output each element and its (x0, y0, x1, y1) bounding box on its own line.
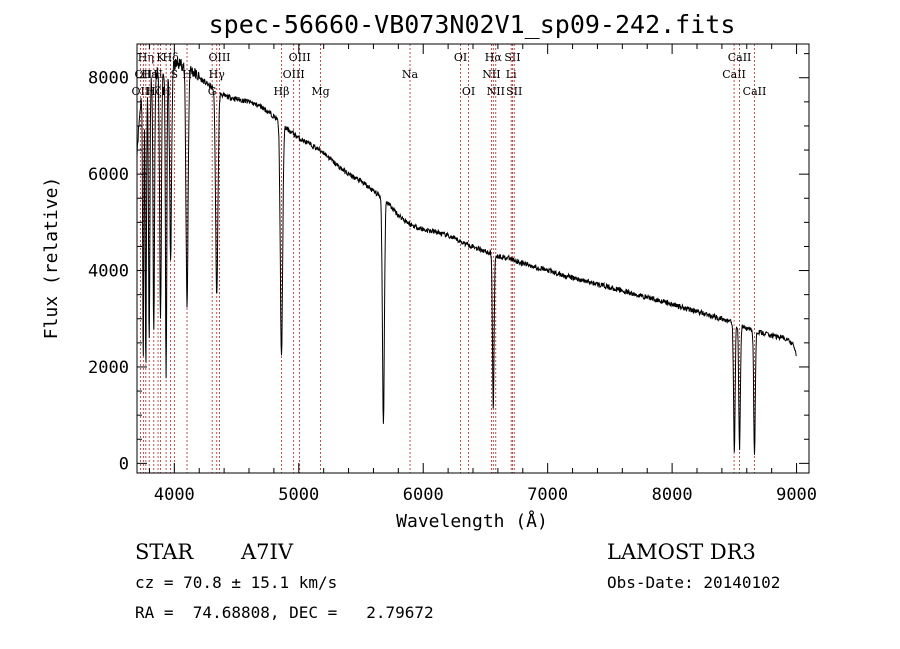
line-marker-label: S (171, 68, 179, 81)
line-marker-label: G (208, 85, 217, 98)
plot-frame (136, 43, 810, 474)
x-tick-label: 7000 (527, 485, 568, 505)
x-tick-label: 8000 (652, 485, 693, 505)
line-marker-label: OI (462, 85, 475, 98)
line-marker-label: Hζ (146, 85, 162, 98)
line-marker-label: Li (506, 68, 517, 81)
spectral-subclass: A7IV (241, 540, 293, 564)
line-marker-label: SII (506, 85, 522, 98)
y-tick-label: 4000 (88, 262, 129, 282)
line-marker-label: Mg (311, 85, 329, 98)
line-marker-label: Hγ (209, 68, 226, 81)
axis-ticks: 4000 5000 6000 7000 8000 9000 0 2000 4000 6000 800… (88, 44, 817, 505)
line-marker-label: OII (132, 85, 150, 98)
line-marker-label: SII (504, 51, 520, 64)
x-tick-label: 4000 (154, 485, 195, 505)
line-marker-label: OIII (283, 68, 305, 81)
x-tick-label: 6000 (403, 485, 444, 505)
line-marker-label: Hη (138, 51, 154, 64)
line-marker-label: NII (482, 68, 500, 81)
x-axis-label: Wavelength (Å) (396, 510, 548, 532)
line-marker-label: H (161, 85, 171, 98)
line-marker-label: CaII (743, 85, 767, 98)
line-marker-label: OIII (208, 51, 230, 64)
object-type: STAR (135, 540, 194, 564)
spectrum-line (136, 58, 797, 455)
line-marker-label: Hβ (274, 85, 290, 98)
line-marker-label: K (156, 51, 165, 64)
obs-date-text: Obs-Date: 20140102 (607, 573, 781, 592)
coordinates-text: RA = 74.68808, DEC = 2.79672 (135, 603, 434, 622)
x-tick-label: 9000 (776, 485, 817, 505)
line-marker-label: CaII (722, 68, 746, 81)
spectrum-series (136, 58, 797, 455)
x-tick-label: 5000 (278, 485, 319, 505)
redshift-text: cz = 70.8 ± 15.1 km/s (135, 573, 338, 592)
y-tick-label: 0 (119, 454, 129, 474)
line-marker-label: Hα (485, 51, 503, 64)
y-tick-label: 8000 (88, 69, 129, 89)
y-tick-label: 2000 (88, 358, 129, 378)
y-axis-label: Flux (relative) (41, 177, 62, 340)
line-marker-label: CaII (728, 51, 752, 64)
chart-title: spec-56660-VB073N02V1_sp09-242.fits (209, 10, 736, 39)
line-marker-label: Na (402, 68, 419, 81)
line-marker-label: OI (454, 51, 467, 64)
survey-name: LAMOST DR3 (607, 540, 756, 564)
line-marker-label: OIII (289, 51, 311, 64)
y-tick-label: 6000 (88, 165, 129, 185)
line-marker-label: NII (487, 85, 505, 98)
line-marker-label: H (182, 68, 192, 81)
